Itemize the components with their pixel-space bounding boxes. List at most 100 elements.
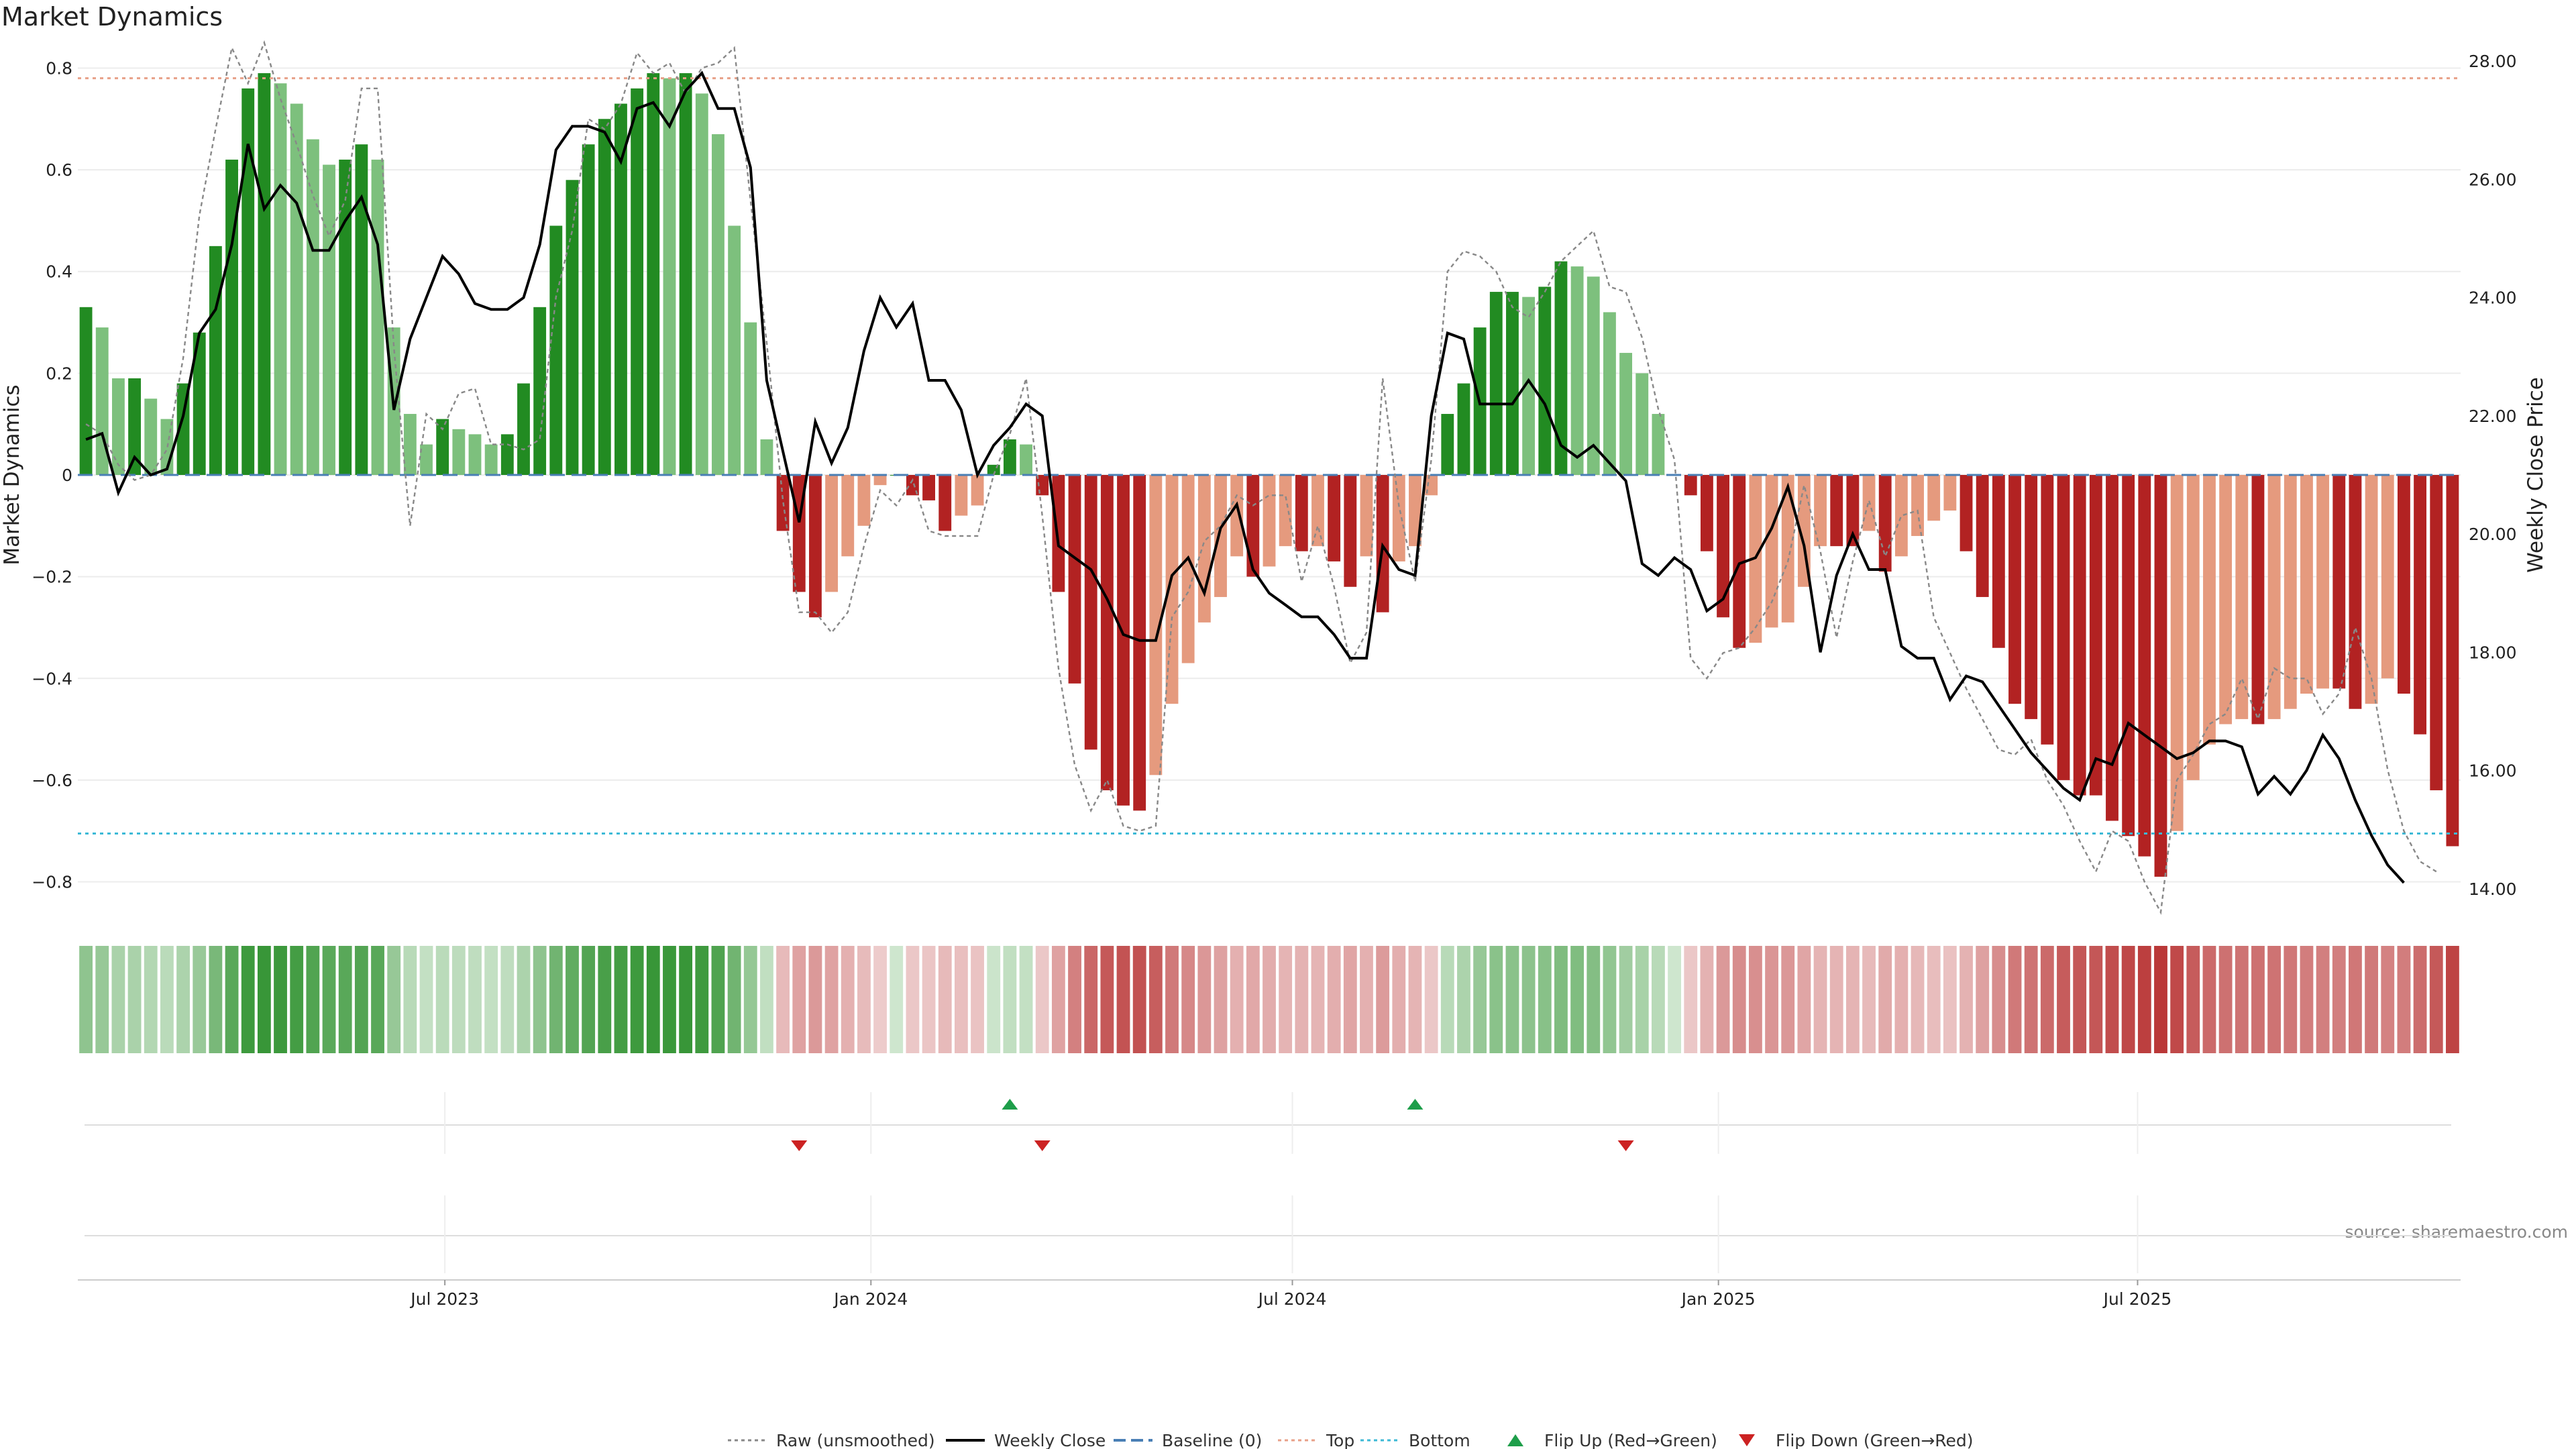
momentum-bar (2398, 475, 2410, 694)
legend-item: Raw (unsmoothed) (728, 1431, 935, 1449)
regime-cell (1084, 946, 1098, 1053)
regime-cell (484, 946, 498, 1053)
momentum-bar (614, 103, 627, 476)
momentum-bar (1409, 475, 1421, 547)
legend-label: Weekly Close (994, 1431, 1106, 1449)
momentum-bar (631, 88, 644, 475)
regime-cell (711, 946, 725, 1053)
regime-cell (1911, 946, 1925, 1053)
momentum-bar (1733, 475, 1746, 648)
regime-cell (2202, 946, 2216, 1053)
momentum-bar (468, 434, 482, 475)
regime-cell (1797, 946, 1811, 1053)
axis-labels: 0.8 0.6 0.4 0.2 0 −0.2 −0.4 −0.6 −0.8 28.00 26.00 2… (32, 52, 2516, 899)
momentum-bar (403, 414, 417, 475)
left-tick-label: 0.2 (46, 364, 72, 383)
regime-cell (468, 946, 482, 1053)
regime-cell (1652, 946, 1665, 1053)
regime-cell (890, 946, 904, 1053)
momentum-bar (1717, 475, 1729, 618)
legend-label: Flip Down (Green→Red) (1776, 1431, 1974, 1449)
regime-cell (1246, 946, 1260, 1053)
momentum-bar (193, 332, 206, 475)
regime-cell (435, 946, 449, 1053)
regime-cell (1457, 946, 1470, 1053)
right-tick-label: 14.00 (2469, 879, 2517, 899)
momentum-bar (1652, 414, 1665, 475)
left-tick-label: −0.8 (32, 873, 72, 892)
regime-cell (176, 946, 190, 1053)
regime-cell (549, 946, 563, 1053)
regime-cell (1748, 946, 1762, 1053)
momentum-bar (1781, 475, 1794, 623)
right-tick-label: 24.00 (2469, 288, 2517, 308)
regime-cell (1197, 946, 1212, 1053)
momentum-bar (1765, 475, 1778, 628)
regime-cell (354, 946, 368, 1053)
regime-cell (776, 946, 790, 1053)
regime-cell (1716, 946, 1730, 1053)
momentum-bar (2414, 475, 2427, 735)
chart-title: Market Dynamics (1, 2, 223, 32)
momentum-bar (2089, 475, 2102, 796)
momentum-bar (1425, 475, 1438, 496)
source-credit: source: sharemaestro.com (2345, 1222, 2569, 1242)
momentum-bar (2203, 475, 2216, 745)
regime-cell (2154, 946, 2167, 1053)
regime-cell (1214, 946, 1228, 1053)
regime-cell (1976, 946, 1990, 1053)
regime-cell (971, 946, 984, 1053)
momentum-bar (1619, 353, 1633, 475)
regime-cell (792, 946, 806, 1053)
momentum-bar (1165, 475, 1179, 704)
momentum-bar (2154, 475, 2167, 877)
regime-cell (338, 946, 352, 1053)
momentum-bar (1976, 475, 1989, 597)
momentum-bar (1328, 475, 1341, 561)
regime-cell (1878, 946, 1892, 1053)
regime-cell (1051, 946, 1065, 1053)
regime-cell (1668, 946, 1681, 1053)
regime-cell (274, 946, 287, 1053)
regime-cell (1489, 946, 1503, 1053)
regime-cell (1521, 946, 1536, 1053)
regime-cell (743, 946, 757, 1053)
momentum-bar (2025, 475, 2038, 719)
momentum-bar (1522, 297, 1536, 475)
regime-cell (79, 946, 93, 1053)
momentum-bar (2041, 475, 2054, 745)
regime-cell (1765, 946, 1778, 1053)
regime-cell (1100, 946, 1114, 1053)
momentum-bar (1068, 475, 1081, 684)
regime-cell (1587, 946, 1601, 1053)
regime-cell (1181, 946, 1195, 1053)
regime-cell (2105, 946, 2119, 1053)
regime-cell (1894, 946, 1909, 1053)
regime-cell (598, 946, 612, 1053)
momentum-bar (2219, 475, 2233, 724)
regime-cell (1279, 946, 1293, 1053)
momentum-bar (1279, 475, 1292, 547)
regime-cell (1505, 946, 1519, 1053)
momentum-bar (2235, 475, 2249, 719)
regime-cell (1781, 946, 1795, 1053)
flip-up-marker (1407, 1099, 1424, 1110)
regime-cell (1813, 946, 1827, 1053)
momentum-bar (420, 444, 433, 475)
momentum-bar (1214, 475, 1227, 597)
regime-cell (2397, 946, 2411, 1053)
regime-cell (646, 946, 660, 1053)
momentum-bar (2430, 475, 2443, 791)
momentum-bar (1570, 266, 1584, 475)
momentum-bar (517, 383, 530, 475)
momentum-bar (225, 159, 238, 475)
momentum-bar (2349, 475, 2362, 709)
regime-cell (1132, 946, 1146, 1053)
regime-cell (517, 946, 531, 1053)
momentum-bar (2138, 475, 2151, 857)
regime-cell (1570, 946, 1585, 1053)
momentum-bar (1003, 439, 1016, 475)
right-tick-label: 20.00 (2469, 525, 2517, 544)
regime-cell (290, 946, 304, 1053)
